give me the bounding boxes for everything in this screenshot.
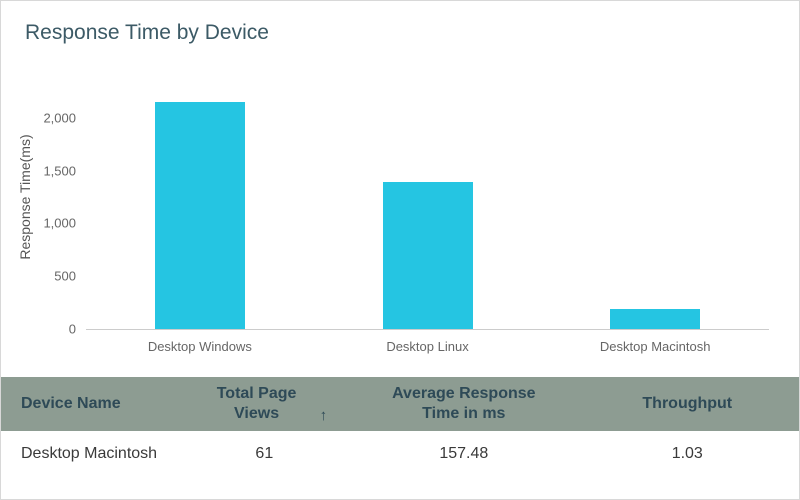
y-axis-ticks: 0 500 1,000 1,500 2,000 [11, 65, 76, 336]
x-axis-label-desktop-windows: Desktop Windows [147, 339, 252, 354]
device-table: Device Name Total Page Views ↑ Average Resp… [1, 377, 799, 477]
bar-desktop-windows[interactable] [154, 101, 245, 329]
cell-throughput: 1.03 [575, 431, 799, 477]
bar-slot [314, 65, 542, 329]
y-axis-tick-label: 2,000 [43, 110, 76, 126]
column-header-throughput[interactable]: Throughput [575, 377, 799, 431]
column-header-label: Throughput [642, 395, 733, 412]
column-header-label: Device Name [21, 395, 121, 412]
y-axis-tick-label: 1,000 [43, 215, 76, 231]
column-header-label: Average Response Time in ms [392, 385, 536, 422]
column-header-device-name[interactable]: Device Name [1, 377, 177, 431]
bar-desktop-linux[interactable] [382, 182, 473, 329]
bar-desktop-macintosh[interactable] [610, 308, 701, 329]
bar-slot [541, 65, 769, 329]
bar-slot [86, 65, 314, 329]
cell-total-page-views: 61 [176, 431, 353, 477]
bars [86, 65, 769, 329]
y-axis-tick-label: 500 [54, 268, 76, 284]
table-row[interactable]: Desktop Macintosh 61 157.48 1.03 [1, 431, 799, 477]
sort-ascending-icon: ↑ [319, 407, 328, 424]
y-axis-tick-label: 0 [68, 321, 76, 337]
y-axis-tick-label: 1,500 [43, 163, 76, 179]
cell-average-response-time-in-ms: 157.48 [352, 431, 576, 477]
x-axis-label-desktop-macintosh: Desktop Macintosh [599, 339, 711, 354]
table-header-row: Device Name Total Page Views ↑ Average Resp… [1, 377, 799, 431]
plot-area: 0 500 1,000 1,500 2,000 [43, 65, 769, 337]
x-axis-label-desktop-linux: Desktop Linux [386, 339, 469, 354]
page-title: Response Time by Device [25, 21, 269, 44]
x-axis-labels: Desktop Windows Desktop Linux Desktop Maci… [86, 330, 769, 354]
column-header-total-page-views[interactable]: Total Page Views ↑ [176, 377, 353, 431]
cell-device-name: Desktop Macintosh [1, 431, 177, 477]
column-header-average-response-time-in-ms[interactable]: Average Response Time in ms [352, 377, 576, 431]
table-body: Desktop Macintosh 61 157.48 1.03 [1, 431, 799, 477]
column-header-label: Total Page Views [216, 385, 297, 422]
bar-chart: Response Time(ms) 0 500 1,000 1,500 2,000 De… [1, 65, 799, 361]
